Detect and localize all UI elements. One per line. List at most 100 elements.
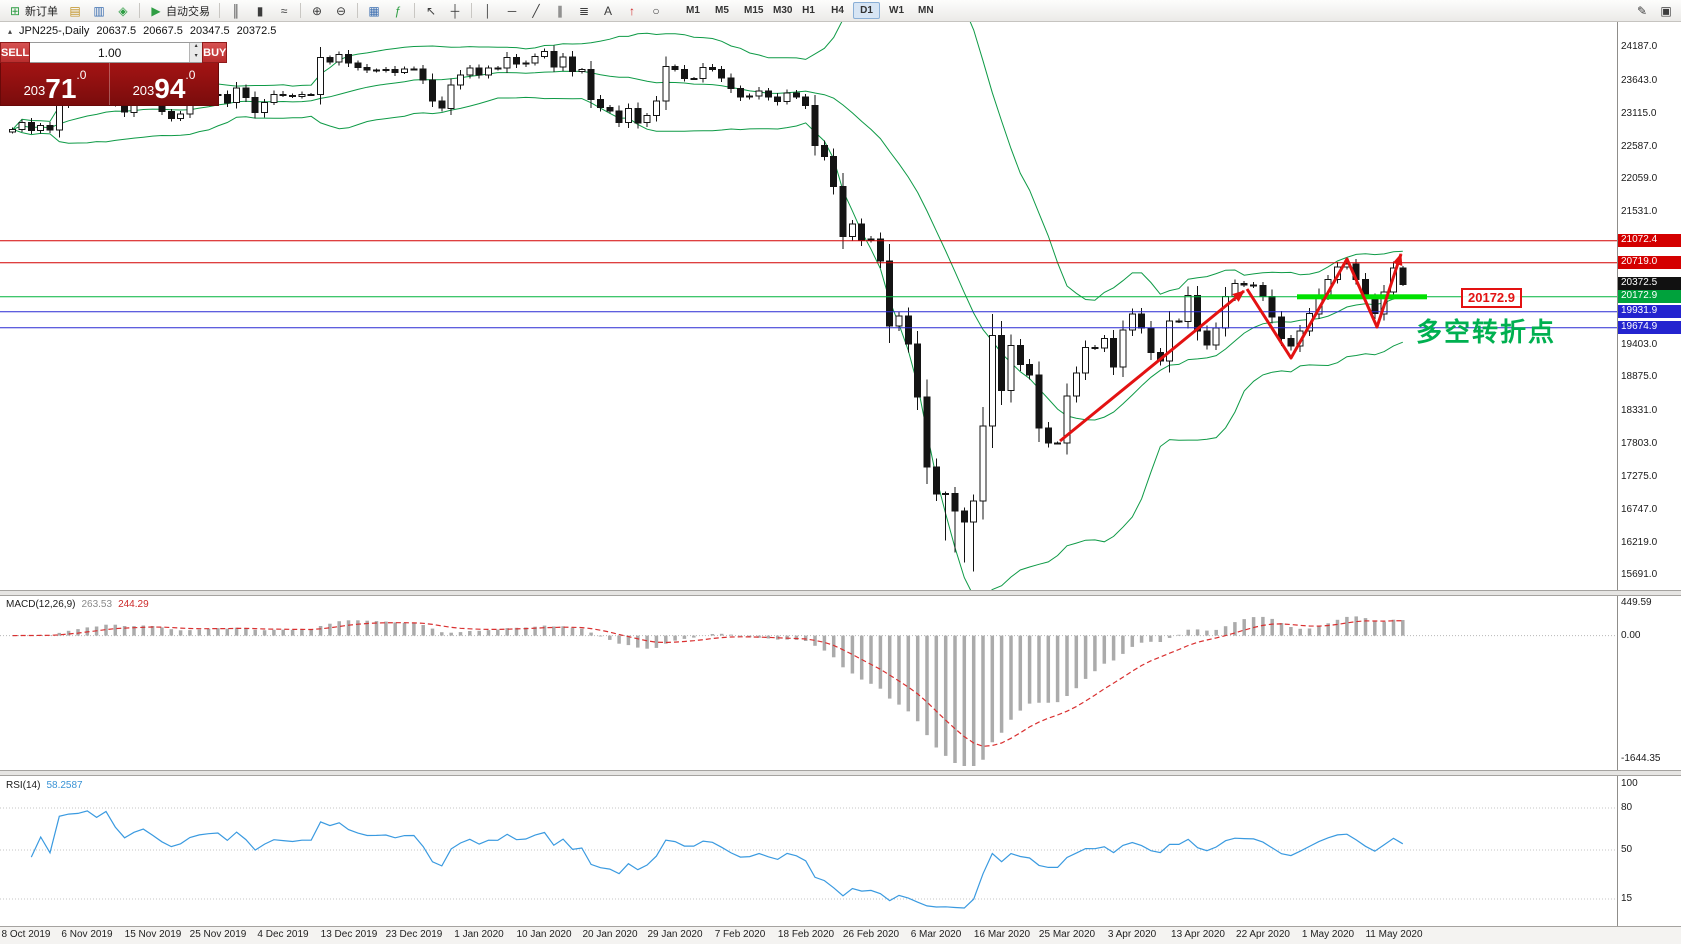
time-axis-label: 11 May 2020: [1365, 929, 1423, 940]
symbol-title: JPN225-,Daily: [19, 25, 90, 37]
horizontal-line-icon: ─: [507, 3, 517, 18]
crosshair-button[interactable]: ┼: [443, 2, 467, 20]
new-order-label: 新订单: [25, 5, 58, 18]
indicators-button[interactable]: ƒ: [386, 2, 410, 20]
panel-splitter-macd[interactable]: [0, 590, 1681, 596]
rsi-axis-label: 80: [1621, 802, 1633, 813]
price-badge: 19931.9: [1618, 305, 1681, 318]
price-axis-label: 18331.0: [1621, 405, 1658, 416]
arrows-tool-button[interactable]: ↑: [620, 2, 644, 20]
timeframe-m5-button[interactable]: M5: [708, 2, 735, 19]
timeframe-m30-button[interactable]: M30: [766, 2, 793, 19]
macd-axis-label: 449.59: [1621, 597, 1652, 608]
objects-edit-button[interactable]: ✎: [1630, 2, 1654, 20]
data-window-button[interactable]: ▥: [87, 2, 111, 20]
bar-chart-button[interactable]: ║: [224, 2, 248, 20]
main-chart-area[interactable]: [0, 22, 1681, 590]
candlestick-icon: ▮: [256, 3, 264, 18]
timeframe-m15-button[interactable]: M15: [737, 2, 764, 19]
timeframe-mn-button[interactable]: MN: [911, 2, 938, 19]
panel-icon: ▣: [1660, 3, 1672, 18]
toolbar-separator: [357, 3, 358, 18]
navigator-icon: ◈: [118, 3, 128, 18]
time-axis-label: 13 Apr 2020: [1171, 929, 1225, 940]
panel-toggle-button[interactable]: ▣: [1654, 2, 1678, 20]
price-axis-label: 22059.0: [1621, 173, 1658, 184]
new-order-button[interactable]: ⊞ 新订单: [3, 2, 63, 20]
cursor-icon: ↖: [425, 3, 437, 18]
buy-button[interactable]: BUY: [202, 42, 228, 63]
autotrading-button[interactable]: ▶ 自动交易: [144, 2, 215, 20]
sell-price: 203: [23, 83, 46, 98]
toolbar-separator: [300, 3, 301, 18]
line-chart-button[interactable]: ≈: [272, 2, 296, 20]
one-click-toggle-icon[interactable]: ▴: [8, 26, 13, 36]
time-axis-label: 23 Dec 2019: [385, 929, 443, 940]
price-axis-label: 23115.0: [1621, 108, 1657, 119]
price-axis-label: 17803.0: [1621, 438, 1658, 449]
text-tool-icon: A: [603, 3, 612, 18]
sell-price-button[interactable]: 203 71.0: [1, 63, 110, 105]
time-axis-label: 10 Jan 2020: [516, 929, 572, 940]
market-watch-button[interactable]: ▤: [63, 2, 87, 20]
main-toolbar: ⊞ 新订单 ▤ ▥ ◈ ▶ 自动交易 ║ ▮ ≈ ⊕ ⊖ ▦ ƒ ↖ ┼ │ ─…: [0, 0, 1681, 22]
new-order-icon: ⊞: [9, 3, 21, 18]
buy-price-button[interactable]: 203 94.0: [132, 68, 196, 104]
price-level-tag[interactable]: 20172.9: [1461, 288, 1522, 308]
navigator-button[interactable]: ◈: [111, 2, 135, 20]
time-axis-label: 29 Jan 2020: [647, 929, 703, 940]
volume-input[interactable]: [30, 43, 190, 62]
timeframe-d1-button[interactable]: D1: [853, 2, 880, 19]
timeframe-h1-button[interactable]: H1: [795, 2, 822, 19]
candlestick-chart-button[interactable]: ▮: [248, 2, 272, 20]
toolbar-separator: [219, 3, 220, 18]
time-axis-label: 1 Jan 2020: [454, 929, 504, 940]
text-tool-button[interactable]: A: [596, 2, 620, 20]
fibonacci-icon: ≣: [578, 3, 590, 18]
price-badge: 21072.4: [1618, 234, 1681, 247]
volume-box: ▴ ▾: [30, 42, 203, 63]
cursor-button[interactable]: ↖: [419, 2, 443, 20]
timeframe-w1-button[interactable]: W1: [882, 2, 909, 19]
channel-button[interactable]: ∥: [548, 2, 572, 20]
tile-windows-button[interactable]: ▦: [362, 2, 386, 20]
channel-icon: ∥: [557, 3, 563, 18]
panel-splitter-rsi[interactable]: [0, 770, 1681, 776]
arrows-tool-icon: ↑: [629, 3, 635, 18]
timeframe-m1-button[interactable]: M1: [679, 2, 706, 19]
price-badge: 20172.9: [1618, 290, 1681, 303]
macd-panel-area[interactable]: [0, 596, 1681, 770]
ohlc-high: 20667.5: [143, 25, 183, 37]
price-axis-label: 23643.0: [1621, 75, 1658, 86]
sell-button[interactable]: SELL: [0, 42, 31, 63]
market-watch-icon: ▤: [69, 3, 81, 18]
rsi-axis-label: 15: [1621, 893, 1633, 904]
time-axis-label: 18 Feb 2020: [777, 929, 835, 940]
turning-point-note[interactable]: 多空转折点: [1416, 317, 1557, 347]
trendline-button[interactable]: ╱: [524, 2, 548, 20]
volume-up-button[interactable]: ▴: [190, 43, 203, 53]
price-axis-label: 16747.0: [1621, 504, 1658, 515]
price-axis-label: 21531.0: [1621, 206, 1658, 217]
timeframe-h4-button[interactable]: H4: [824, 2, 851, 19]
volume-down-button[interactable]: ▾: [190, 52, 203, 62]
autotrading-icon: ▶: [151, 3, 161, 18]
shapes-button[interactable]: ○: [644, 2, 668, 20]
time-axis-label: 26 Feb 2020: [842, 929, 900, 940]
vertical-line-button[interactable]: │: [476, 2, 500, 20]
zoom-in-button[interactable]: ⊕: [305, 2, 329, 20]
volume-stepper: ▴ ▾: [189, 43, 203, 62]
zoom-out-button[interactable]: ⊖: [329, 2, 353, 20]
time-axis-label: 16 Mar 2020: [973, 929, 1031, 940]
time-axis-label: 6 Mar 2020: [910, 929, 962, 940]
data-window-icon: ▥: [93, 3, 105, 18]
time-axis-label: 13 Dec 2019: [320, 929, 378, 940]
ohlc-low: 20347.5: [189, 25, 230, 37]
time-axis[interactable]: [0, 926, 1681, 944]
horizontal-line-button[interactable]: ─: [500, 2, 524, 20]
rsi-panel-area[interactable]: [0, 776, 1681, 926]
price-axis-label: 16219.0: [1621, 537, 1658, 548]
price-badge: 19674.9: [1618, 321, 1681, 334]
fibonacci-button[interactable]: ≣: [572, 2, 596, 20]
